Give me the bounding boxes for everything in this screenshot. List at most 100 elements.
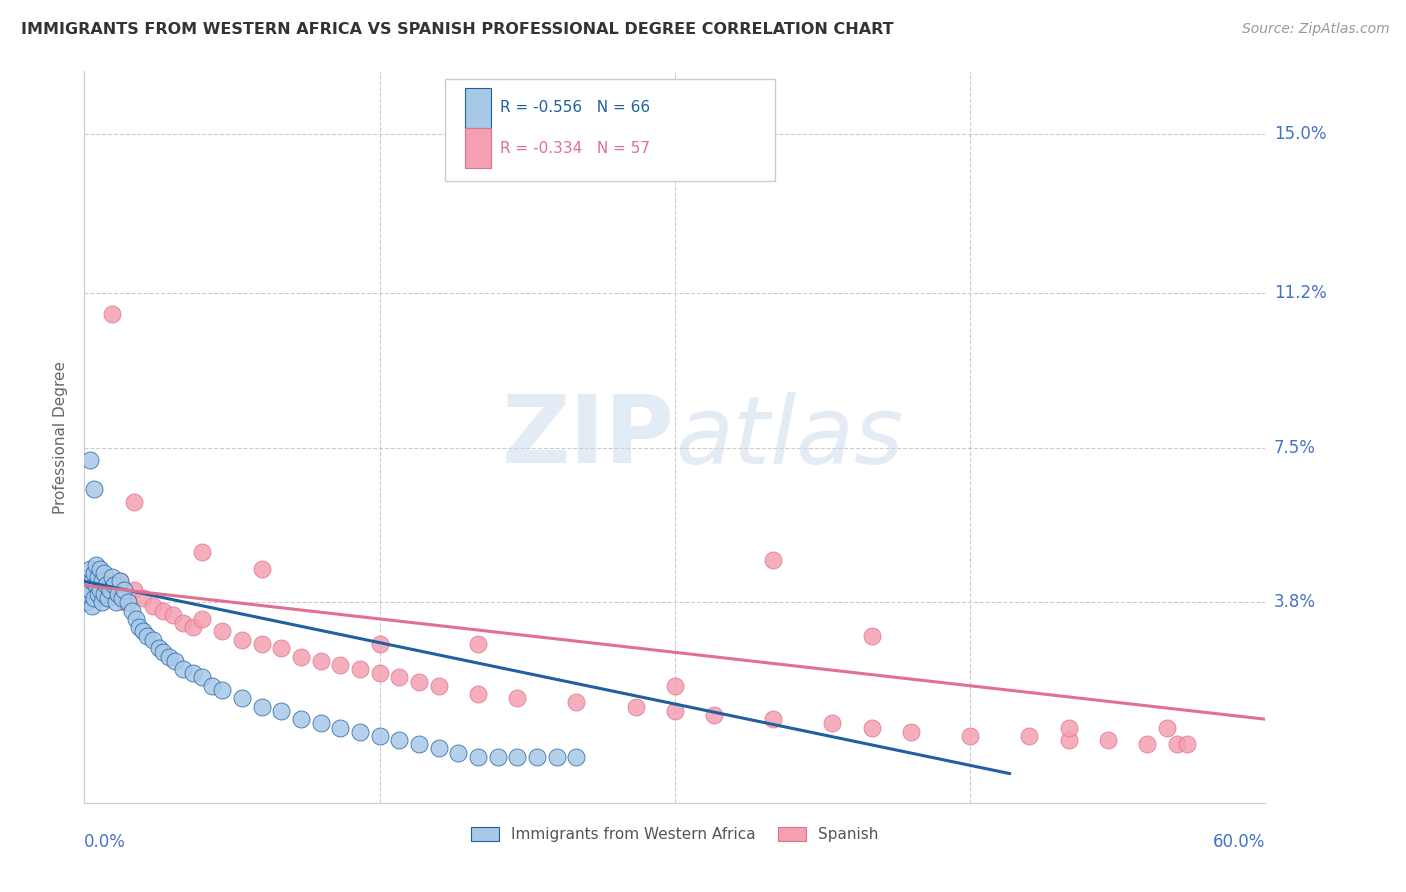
Text: Source: ZipAtlas.com: Source: ZipAtlas.com xyxy=(1241,22,1389,37)
Point xyxy=(231,632,253,647)
Point xyxy=(427,741,450,756)
Point xyxy=(107,587,129,601)
Point xyxy=(349,662,371,676)
Point xyxy=(486,749,509,764)
Point xyxy=(79,582,101,597)
Point xyxy=(959,729,981,743)
Point xyxy=(122,582,145,597)
Point xyxy=(77,587,100,601)
Point xyxy=(136,629,159,643)
Point xyxy=(104,595,127,609)
Point xyxy=(97,578,120,592)
Point xyxy=(79,562,101,576)
Point xyxy=(79,453,101,467)
Point xyxy=(211,682,233,697)
Point xyxy=(112,582,135,597)
Point xyxy=(97,591,120,605)
Point xyxy=(467,749,489,764)
Text: R = -0.556   N = 66: R = -0.556 N = 66 xyxy=(501,101,650,115)
FancyBboxPatch shape xyxy=(464,87,491,128)
Point xyxy=(388,733,411,747)
Point xyxy=(309,654,332,668)
Point xyxy=(368,666,391,681)
Point xyxy=(1097,733,1119,747)
Point xyxy=(664,679,686,693)
Point xyxy=(124,612,146,626)
Point xyxy=(163,654,186,668)
Point xyxy=(132,624,155,639)
Point xyxy=(664,704,686,718)
Point xyxy=(83,591,105,605)
Point xyxy=(408,737,430,751)
Point xyxy=(83,566,105,580)
Point xyxy=(108,574,131,589)
Point xyxy=(162,607,184,622)
Text: IMMIGRANTS FROM WESTERN AFRICA VS SPANISH PROFESSIONAL DEGREE CORRELATION CHART: IMMIGRANTS FROM WESTERN AFRICA VS SPANIS… xyxy=(21,22,894,37)
Point xyxy=(506,749,529,764)
Point xyxy=(101,307,124,321)
Point xyxy=(703,708,725,723)
Point xyxy=(122,495,145,509)
Point xyxy=(624,699,647,714)
Point xyxy=(250,699,273,714)
Point xyxy=(128,620,150,634)
Point xyxy=(142,632,165,647)
Point xyxy=(91,574,114,589)
Point xyxy=(89,570,111,584)
Legend: Immigrants from Western Africa, Spanish: Immigrants from Western Africa, Spanish xyxy=(464,820,886,850)
Point xyxy=(87,587,110,601)
Point xyxy=(82,574,104,589)
Point xyxy=(84,582,107,597)
Point xyxy=(1018,729,1040,743)
Point xyxy=(84,558,107,572)
Point xyxy=(309,716,332,731)
Point xyxy=(270,704,292,718)
Text: ZIP: ZIP xyxy=(502,391,675,483)
Point xyxy=(388,670,411,684)
Point xyxy=(157,649,180,664)
Point xyxy=(103,578,125,592)
Point xyxy=(103,587,125,601)
Point xyxy=(121,603,143,617)
Point xyxy=(427,679,450,693)
Point xyxy=(368,637,391,651)
Point xyxy=(762,553,785,567)
Text: 11.2%: 11.2% xyxy=(1274,284,1326,301)
Text: 7.5%: 7.5% xyxy=(1274,439,1316,457)
Point xyxy=(290,712,312,726)
Point xyxy=(349,724,371,739)
Point xyxy=(290,649,312,664)
Point xyxy=(93,587,115,601)
Point xyxy=(762,712,785,726)
Point xyxy=(148,641,170,656)
Point xyxy=(1057,733,1080,747)
Point xyxy=(447,746,470,760)
Point xyxy=(368,729,391,743)
Point xyxy=(98,582,121,597)
Point xyxy=(111,591,134,605)
Point xyxy=(408,674,430,689)
Point xyxy=(181,666,204,681)
Point xyxy=(82,574,104,589)
Point xyxy=(270,641,292,656)
Point xyxy=(201,679,224,693)
Point xyxy=(94,578,117,592)
Text: atlas: atlas xyxy=(675,392,903,483)
FancyBboxPatch shape xyxy=(444,78,775,181)
Text: 15.0%: 15.0% xyxy=(1274,125,1326,143)
Point xyxy=(77,587,100,601)
Point xyxy=(250,637,273,651)
Point xyxy=(132,591,155,605)
Point xyxy=(152,603,174,617)
Point xyxy=(83,483,105,497)
Point xyxy=(172,662,194,676)
Point xyxy=(87,570,110,584)
Point xyxy=(89,582,111,597)
Point xyxy=(142,599,165,614)
Point xyxy=(329,721,352,735)
Point xyxy=(565,749,588,764)
Point xyxy=(860,629,883,643)
Text: 60.0%: 60.0% xyxy=(1213,833,1265,851)
Text: 0.0%: 0.0% xyxy=(84,833,127,851)
Point xyxy=(117,595,139,609)
